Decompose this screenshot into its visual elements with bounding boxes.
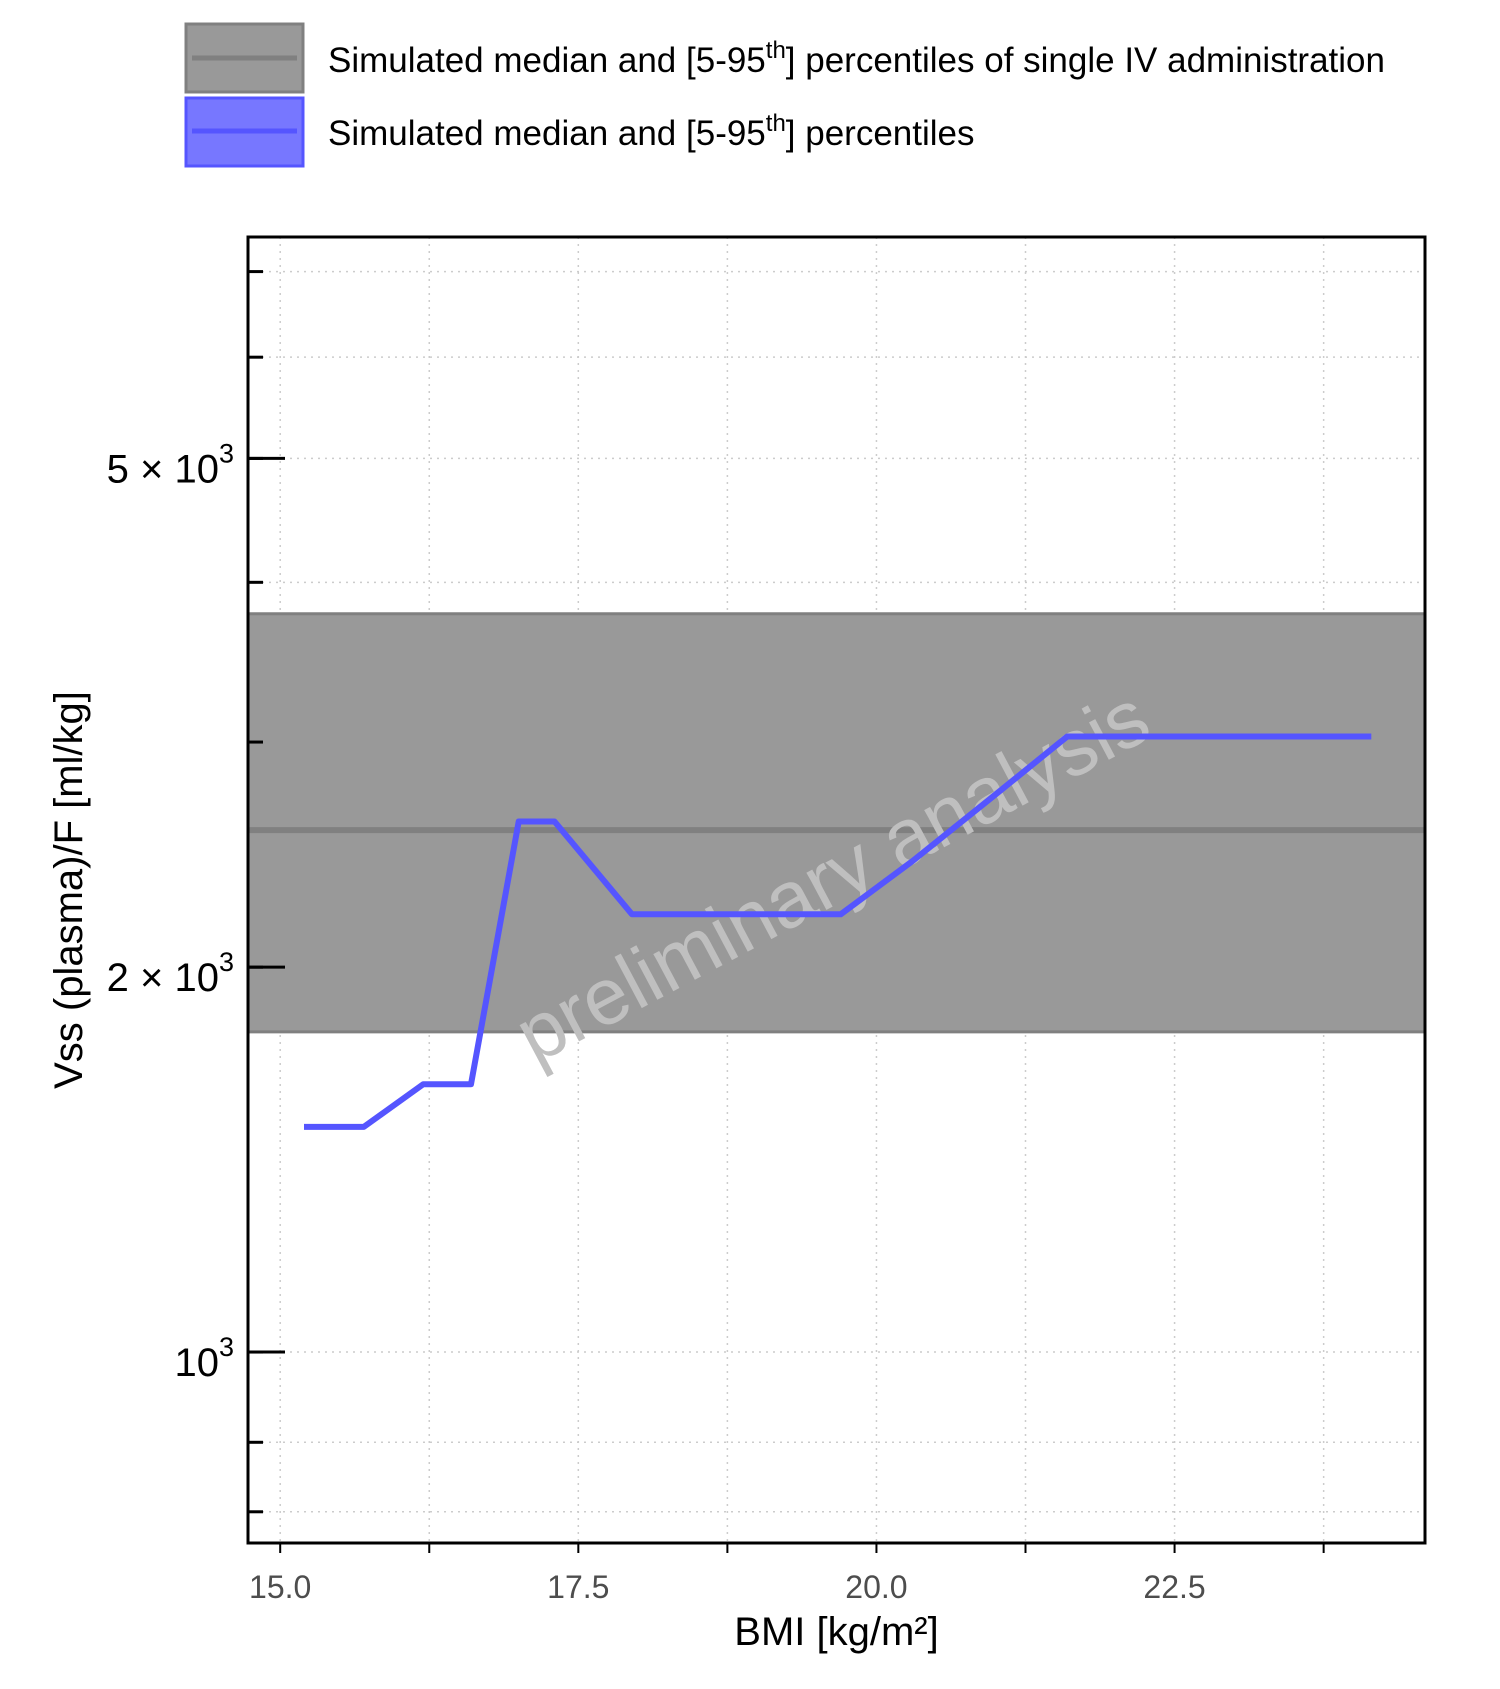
y-axis-title: Vss (plasma)/F [ml/kg]	[47, 691, 91, 1089]
x-tick-label-2: 20.0	[845, 1569, 907, 1605]
plot-frame	[246, 235, 1427, 1545]
legend-label-simulated: Simulated median and [5-95th] percentile…	[328, 110, 975, 153]
legend: Simulated median and [5-95th] percentile…	[184, 22, 1385, 168]
y-tick-label-0: 103	[174, 1332, 234, 1385]
x-axis: 15.0 17.5 20.0 22.5	[249, 1543, 1325, 1605]
y-tick-label-1: 2 × 103	[107, 947, 234, 1000]
x-tick-label-1: 17.5	[547, 1569, 609, 1605]
y-axis: 103 2 × 103 5 × 103	[107, 270, 285, 1514]
series-line-0	[304, 733, 1372, 1130]
y-tick-label-2: 5 × 103	[107, 438, 234, 491]
series-layer	[304, 733, 1372, 1130]
legend-entry-simulated: Simulated median and [5-95th] percentile…	[184, 96, 975, 168]
x-axis-title: BMI [kg/m²]	[734, 1610, 938, 1654]
band-area	[248, 613, 1425, 1032]
legend-label-iv-administration: Simulated median and [5-95th] percentile…	[328, 37, 1385, 80]
percentile-band	[248, 612, 1425, 1034]
x-tick-label-0: 15.0	[249, 1569, 311, 1605]
x-tick-label-3: 22.5	[1143, 1569, 1205, 1605]
legend-entry-iv-administration: Simulated median and [5-95th] percentile…	[184, 22, 1385, 94]
